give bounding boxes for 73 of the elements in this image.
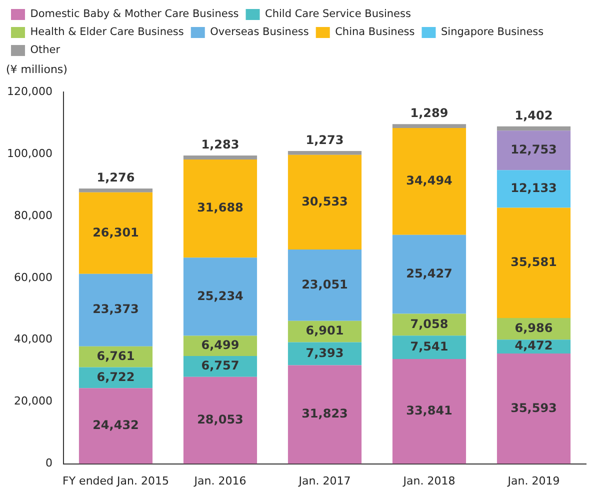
data-label: 6,757 — [201, 358, 240, 373]
data-label: 33,841 — [406, 404, 452, 418]
data-label: 25,427 — [406, 266, 452, 280]
y-tick-label: 0 — [45, 456, 52, 470]
data-label: 6,986 — [514, 320, 553, 335]
data-label: 1,402 — [514, 108, 553, 122]
bar — [392, 124, 466, 128]
y-tick-label: 60,000 — [14, 270, 52, 284]
y-tick-label: 20,000 — [14, 394, 52, 408]
data-label: 24,432 — [92, 418, 139, 432]
data-label: 30,533 — [302, 194, 348, 208]
data-label: 6,901 — [306, 324, 344, 338]
bar — [78, 188, 153, 192]
y-tick-label: 120,000 — [6, 84, 52, 98]
bar — [392, 128, 466, 235]
bar — [288, 365, 362, 464]
legend-label: Domestic Baby & Mother Care Business — [30, 8, 239, 20]
data-label: 6,499 — [201, 338, 240, 352]
bar — [288, 249, 362, 321]
data-label: 6,722 — [96, 370, 135, 384]
data-label: 31,688 — [197, 200, 244, 215]
data-label: 34,494 — [406, 174, 452, 188]
y-tick-label: 40,000 — [14, 332, 52, 346]
x-tick-label: Jan. 2016 — [193, 474, 246, 488]
data-label: 35,581 — [510, 255, 557, 270]
data-label: 1,283 — [201, 138, 240, 152]
data-label: 12,753 — [510, 142, 557, 157]
y-tick-label: 100,000 — [6, 146, 52, 160]
data-label: 26,301 — [92, 225, 139, 240]
data-label: 4,472 — [514, 338, 553, 353]
bar — [183, 159, 258, 258]
x-tick-label: Jan. 2018 — [402, 474, 456, 488]
data-label: 1,276 — [96, 170, 135, 185]
data-label: 7,058 — [410, 316, 448, 331]
data-label: 23,051 — [302, 277, 348, 292]
bar — [183, 376, 258, 464]
data-label: 7,393 — [306, 346, 344, 360]
bar — [496, 170, 571, 208]
bar — [183, 155, 258, 160]
data-label: 7,541 — [410, 339, 448, 354]
data-label: 25,234 — [197, 288, 244, 303]
bar — [288, 150, 362, 155]
y-axis-title: (¥ millions) — [6, 62, 68, 76]
bar — [496, 126, 571, 131]
legend-label: Other — [30, 44, 61, 56]
bar — [392, 358, 466, 464]
legend-label: Overseas Business — [210, 26, 309, 38]
data-label: 6,761 — [96, 348, 135, 363]
data-label: 1,273 — [306, 133, 344, 148]
x-tick-label: FY ended Jan. 2015 — [62, 474, 169, 488]
data-label: 12,133 — [510, 181, 557, 196]
bar — [496, 130, 571, 170]
bar — [496, 208, 571, 318]
y-tick-label: 80,000 — [14, 208, 52, 222]
bar — [288, 154, 362, 250]
legend-label: Health & Elder Care Business — [30, 26, 184, 38]
bar — [183, 258, 258, 336]
data-label: 28,053 — [197, 412, 244, 426]
data-label: 23,373 — [92, 302, 139, 316]
bar — [392, 336, 466, 359]
data-label: 35,593 — [510, 400, 557, 415]
bar — [78, 192, 153, 274]
legend-label: China Business — [335, 26, 415, 38]
bar — [392, 234, 466, 314]
data-label: 31,823 — [302, 406, 348, 421]
legend-label: Child Care Service Business — [265, 8, 411, 20]
bar — [496, 354, 571, 464]
data-label: 1,289 — [410, 106, 448, 120]
bar — [78, 274, 153, 346]
bar — [78, 388, 153, 464]
x-tick-label: Jan. 2017 — [298, 474, 351, 488]
legend-label: Singapore Business — [440, 26, 544, 38]
x-tick-label: Jan. 2019 — [506, 474, 560, 488]
